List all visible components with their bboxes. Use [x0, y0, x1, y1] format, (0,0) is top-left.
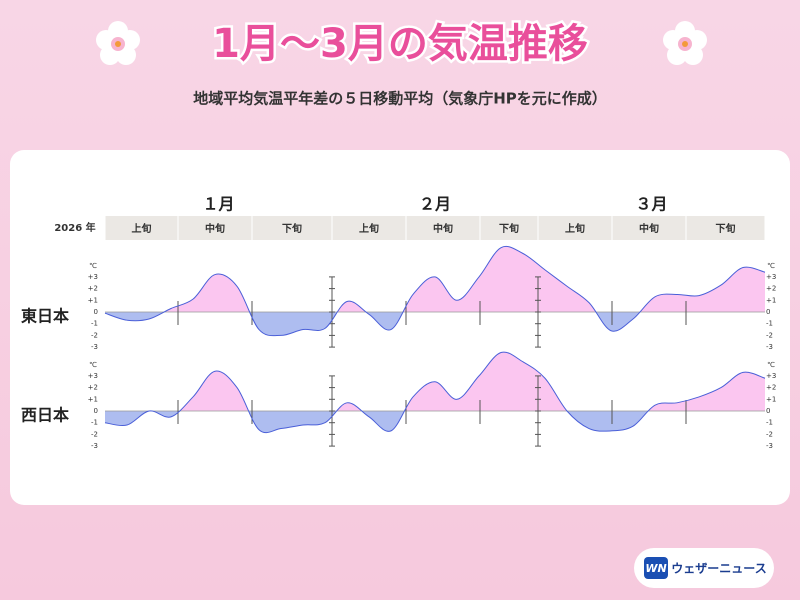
- y-tick-label: -2: [766, 331, 773, 339]
- y-tick-label: +3: [88, 372, 98, 380]
- line: [104, 245, 766, 337]
- y-tick-label: +2: [88, 384, 98, 392]
- line: [104, 351, 766, 434]
- dekad-cell: [252, 216, 332, 240]
- month-label: ３月: [635, 195, 667, 214]
- unit-label: ℃: [767, 262, 775, 270]
- y-tick-label: 0: [94, 308, 98, 316]
- unit-label: ℃: [89, 361, 97, 369]
- dekad-label: 中旬: [433, 222, 453, 235]
- month-label: ２月: [419, 195, 451, 214]
- dekad-label: 中旬: [639, 222, 659, 235]
- y-tick-label: +2: [88, 285, 98, 293]
- dekad-label: 上旬: [359, 222, 379, 235]
- dekad-label: 下旬: [716, 222, 736, 235]
- year-label: 2026 年: [54, 221, 95, 234]
- y-tick-label: -1: [766, 320, 773, 328]
- panel: [10, 150, 790, 505]
- y-tick-label: -2: [91, 331, 98, 339]
- title: 1月〜3月の気温推移: [212, 21, 588, 67]
- dekad-cell: [538, 216, 612, 240]
- region-label: 西日本: [21, 406, 69, 425]
- area-negative: [105, 411, 765, 433]
- sakura-right: [663, 21, 707, 65]
- dekad-label: 下旬: [499, 222, 519, 235]
- y-tick-label: +1: [88, 395, 98, 403]
- y-tick-label: -1: [766, 419, 773, 427]
- y-tick-label: +3: [766, 372, 776, 380]
- y-tick-label: +2: [766, 285, 776, 293]
- y-tick-label: -3: [766, 442, 773, 450]
- y-tick-label: 0: [766, 407, 770, 415]
- dekad-label: 下旬: [282, 222, 302, 235]
- dekad-cell: [178, 216, 252, 240]
- dekad-cell: [332, 216, 406, 240]
- subtitle: 地域平均気温平年差の５日移動平均（気象庁HPを元に作成）: [193, 90, 607, 108]
- area-positive: [105, 246, 765, 312]
- dekad-label: 上旬: [565, 222, 585, 235]
- y-tick-label: +1: [88, 296, 98, 304]
- y-tick-label: -3: [766, 343, 773, 351]
- logo-icon: [644, 557, 668, 579]
- y-tick-label: -3: [91, 343, 98, 351]
- dekad-cell: [406, 216, 480, 240]
- y-tick-label: -2: [91, 430, 98, 438]
- region-label: 東日本: [21, 307, 69, 326]
- area-positive: [105, 352, 765, 411]
- y-tick-label: +3: [88, 273, 98, 281]
- month-label: １月: [202, 195, 234, 214]
- y-tick-label: +3: [766, 273, 776, 281]
- logo: WN ウェザーニュース: [634, 548, 774, 588]
- y-tick-label: 0: [94, 407, 98, 415]
- dekad-label: 中旬: [205, 222, 225, 235]
- dekad-cell: [480, 216, 538, 240]
- dekad-cell: [105, 216, 178, 240]
- y-tick-label: -1: [91, 320, 98, 328]
- y-tick-label: +1: [766, 395, 776, 403]
- y-tick-label: -1: [91, 419, 98, 427]
- sakura-left: [96, 21, 140, 65]
- y-tick-label: -2: [766, 430, 773, 438]
- dekad-cell: [686, 216, 765, 240]
- dekad-cell: [612, 216, 686, 240]
- unit-label: ℃: [89, 262, 97, 270]
- y-tick-label: +2: [766, 384, 776, 392]
- y-tick-label: 0: [766, 308, 770, 316]
- logo-mark: WN: [645, 562, 666, 575]
- logo-box: [634, 548, 774, 588]
- dekad-label: 上旬: [132, 222, 152, 235]
- unit-label: ℃: [767, 361, 775, 369]
- y-tick-label: -3: [91, 442, 98, 450]
- y-tick-label: +1: [766, 296, 776, 304]
- logo-text: ウェザーニュース: [671, 562, 766, 576]
